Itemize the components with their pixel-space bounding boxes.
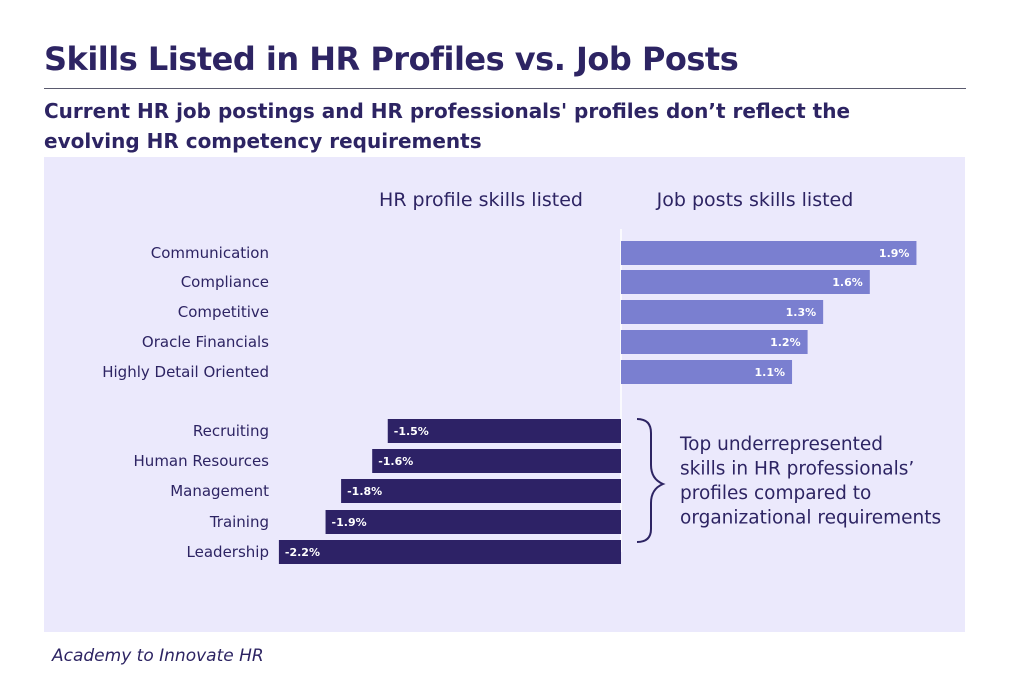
data-label-communication: 1.9% bbox=[879, 247, 910, 260]
category-label-communication: Communication bbox=[151, 244, 269, 262]
bar-highly-detail-oriented bbox=[621, 360, 793, 384]
data-label-management: -1.8% bbox=[347, 485, 382, 498]
bar-management bbox=[341, 479, 621, 503]
category-label-compliance: Compliance bbox=[181, 273, 269, 291]
category-label-training: Training bbox=[209, 513, 269, 531]
annotation-line: Top underrepresented bbox=[679, 434, 883, 455]
bar-training bbox=[325, 510, 621, 534]
title-divider bbox=[44, 88, 966, 89]
chart-panel: HR profile skills listed Job posts skills… bbox=[44, 157, 965, 632]
data-label-training: -1.9% bbox=[332, 516, 367, 529]
diverging-bar-chart: HR profile skills listed Job posts skills… bbox=[102, 189, 941, 564]
source-credit: Academy to Innovate HR bbox=[52, 646, 264, 666]
annotation-line: skills in HR professionals’ bbox=[680, 459, 914, 480]
column-header-hr-profile: HR profile skills listed bbox=[379, 189, 583, 211]
annotation-text: Top underrepresented skills in HR profess… bbox=[679, 434, 941, 529]
annotation-line: profiles compared to bbox=[680, 483, 871, 504]
data-label-compliance: 1.6% bbox=[832, 276, 863, 289]
category-label-management: Management bbox=[170, 482, 269, 500]
bar-competitive bbox=[621, 300, 824, 324]
category-label-recruiting: Recruiting bbox=[193, 422, 269, 440]
bar-communication bbox=[621, 241, 917, 265]
data-label-oracle-financials: 1.2% bbox=[770, 336, 801, 349]
data-label-highly-detail-oriented: 1.1% bbox=[755, 366, 786, 379]
data-label-competitive: 1.3% bbox=[786, 306, 817, 319]
category-label-oracle-financials: Oracle Financials bbox=[142, 333, 269, 351]
category-label-human-resources: Human Resources bbox=[134, 452, 270, 470]
bar-recruiting bbox=[387, 419, 621, 443]
annotation-line: organizational requirements bbox=[680, 508, 941, 529]
data-label-recruiting: -1.5% bbox=[394, 425, 429, 438]
column-header-job-posts: Job posts skills listed bbox=[656, 189, 854, 211]
category-label-highly-detail-oriented: Highly Detail Oriented bbox=[102, 363, 269, 381]
annotation-brace bbox=[636, 418, 666, 543]
category-label-leadership: Leadership bbox=[187, 543, 269, 561]
category-label-competitive: Competitive bbox=[178, 303, 269, 321]
data-label-leadership: -2.2% bbox=[285, 546, 320, 559]
page-title: Skills Listed in HR Profiles vs. Job Pos… bbox=[44, 40, 739, 78]
page-subtitle: Current HR job postings and HR professio… bbox=[44, 99, 851, 153]
bar-compliance bbox=[621, 270, 870, 294]
data-label-human-resources: -1.6% bbox=[378, 455, 413, 468]
bar-human-resources bbox=[372, 449, 621, 473]
bar-leadership bbox=[278, 540, 621, 564]
bar-oracle-financials bbox=[621, 330, 808, 354]
